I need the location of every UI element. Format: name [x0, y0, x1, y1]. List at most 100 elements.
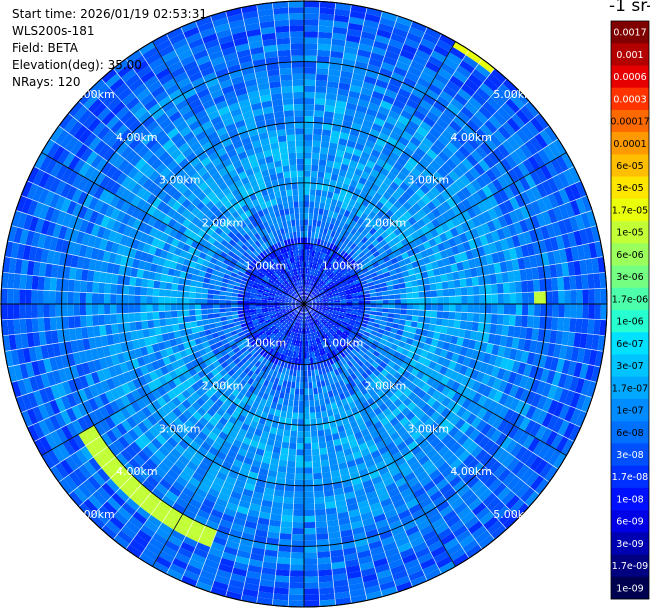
ray-gate: [322, 472, 332, 479]
ray-gate: [359, 301, 365, 304]
ray-gate: [304, 413, 310, 419]
ray-gate: [304, 407, 310, 413]
ray-gate: [498, 294, 504, 305]
ray-gate: [304, 480, 314, 486]
ray-gate: [304, 552, 317, 558]
ray-gate: [301, 352, 304, 358]
ray-gate: [304, 49, 317, 55]
ray-gate: [552, 291, 558, 304]
ray-gate: [147, 279, 154, 288]
ray-gate: [461, 304, 467, 313]
ray-gate: [304, 207, 309, 213]
ray-gate: [315, 503, 326, 510]
ray-gate: [503, 283, 510, 294]
ray-gate: [152, 304, 158, 312]
ray-gate: [283, 503, 294, 510]
ray-gate: [146, 296, 152, 304]
ray-gate: [165, 318, 172, 326]
ray-gate: [8, 273, 15, 289]
ray-gate: [110, 314, 117, 325]
ray-gate: [304, 183, 310, 189]
ray-gate: [98, 283, 105, 294]
ray-gate: [304, 134, 313, 140]
ray-gate: [431, 297, 437, 304]
ray-gate: [455, 288, 462, 297]
ray-gate: [129, 322, 136, 332]
ray-gate: [304, 588, 319, 595]
ray-gate: [189, 310, 196, 316]
ray-gate: [159, 304, 165, 312]
ray-gate: [213, 304, 219, 309]
ray-gate: [454, 279, 461, 288]
ray-gate: [277, 557, 291, 564]
ray-gate: [14, 274, 21, 290]
ray-gate: [74, 316, 81, 328]
ray-gate: [286, 473, 296, 480]
ray-gate: [304, 449, 312, 455]
ray-gate: [401, 304, 407, 309]
ray-gate: [491, 284, 498, 295]
ray-gate: [304, 570, 318, 576]
ray-gate: [552, 304, 558, 317]
ray-gate: [318, 32, 333, 39]
ray-gate: [7, 304, 13, 320]
ray-gate: [455, 296, 461, 304]
ray-gate: [319, 159, 327, 166]
ray-gate: [315, 521, 327, 528]
ray-gate: [243, 304, 249, 307]
ray-gate: [395, 304, 401, 309]
ray-gate: [466, 278, 473, 287]
ray-gate: [311, 171, 318, 178]
ray-gate: [122, 304, 128, 314]
ray-gate: [292, 534, 304, 540]
ray-gate: [25, 304, 32, 319]
ray-gate: [189, 298, 195, 304]
ray-gate: [293, 504, 304, 510]
ray-gate: [43, 290, 49, 304]
ray-gate: [582, 289, 588, 304]
ray-gate: [183, 304, 189, 310]
ray-gate: [551, 277, 558, 291]
ray-gate: [74, 280, 81, 292]
ray-gate: [304, 425, 311, 431]
ray-gate: [509, 282, 516, 293]
ray-gate: [486, 294, 492, 304]
ray-gate: [13, 304, 20, 319]
ray-gate: [92, 315, 99, 326]
ray-gate: [413, 298, 419, 304]
ray-gate: [460, 321, 467, 330]
ray-gate: [195, 309, 201, 315]
ray-gate: [311, 437, 319, 444]
ray-gate: [92, 304, 98, 315]
ray-gate: [534, 292, 540, 304]
ray-gate: [298, 407, 304, 413]
ray-gate: [183, 310, 190, 317]
ray-gate: [171, 297, 177, 304]
ray-gate: [480, 295, 486, 305]
ray-gate: [171, 311, 178, 318]
ray-gate: [280, 448, 289, 455]
ray-gate: [312, 141, 321, 148]
ray-gate: [540, 304, 546, 317]
ray-gate: [473, 304, 479, 313]
ray-gate: [295, 461, 304, 467]
ray-gate: [425, 291, 432, 298]
ray-gate: [595, 289, 601, 305]
ray-gate: [296, 443, 304, 449]
ray-gate: [498, 304, 504, 315]
ray-gate: [20, 319, 27, 334]
ray-gate: [304, 62, 317, 68]
ray-gate: [225, 300, 231, 304]
ray-gate: [277, 472, 287, 479]
ray-gate: [315, 92, 326, 99]
ray-gate: [569, 276, 576, 291]
ray-gate: [304, 595, 320, 601]
ray-gate: [304, 558, 318, 564]
ray-gate: [165, 289, 172, 297]
ray-gate: [314, 110, 325, 117]
ray-gate: [68, 279, 75, 292]
ray-gate: [304, 92, 315, 98]
ray-gate: [1, 304, 8, 320]
ray-gate: [290, 558, 304, 564]
